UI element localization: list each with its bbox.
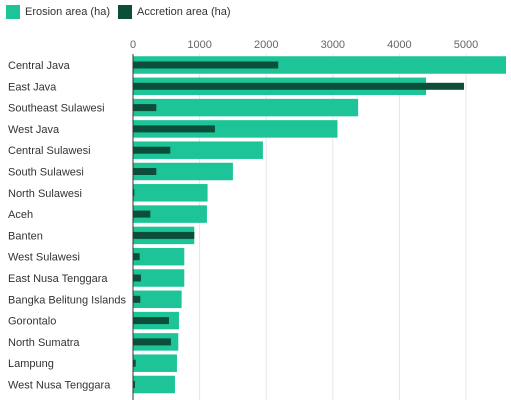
erosion-bar-south-sulawesi [133, 162, 233, 181]
erosion-bar-bangka-belitung-islands [133, 290, 182, 309]
accretion-bar-south-sulawesi [133, 168, 157, 175]
erosion-bar-west-sulawesi [133, 247, 185, 266]
accretion-bar-bangka-belitung-islands [133, 295, 141, 303]
accretion-bar-central-java [133, 61, 279, 69]
x-tick-label-5000: 5000 [454, 39, 478, 51]
legend-item-erosion[interactable]: Erosion area (ha) [6, 5, 110, 19]
x-tick-label-0: 0 [130, 39, 136, 51]
category-label-north-sumatra: North Sumatra [8, 337, 80, 349]
accretion-bar-central-sulawesi [133, 146, 171, 154]
legend-item-accretion[interactable]: Accretion area (ha) [118, 5, 231, 19]
accretion-bar-west-sulawesi [133, 253, 140, 261]
legend-swatch-erosion [6, 5, 20, 19]
x-tick-label-1000: 1000 [187, 39, 211, 51]
category-label-aceh: Aceh [8, 209, 33, 221]
erosion-bar-west-java [133, 120, 338, 138]
erosion-bar-north-sulawesi [133, 184, 208, 202]
erosion-bar-central-java [133, 56, 506, 74]
category-label-central-sulawesi: Central Sulawesi [8, 145, 91, 157]
accretion-bar-banten [133, 231, 195, 239]
erosion-bar-central-sulawesi [133, 141, 263, 159]
erosion-bar-west-nusa-tenggara [133, 375, 175, 394]
category-label-west-java: West Java [8, 124, 60, 136]
x-tick-label-4000: 4000 [387, 39, 411, 51]
legend-label-erosion: Erosion area (ha) [25, 6, 110, 18]
erosion-bar-southeast-sulawesi [133, 98, 359, 117]
accretion-bar-east-java [133, 82, 465, 90]
x-tick-label-3000: 3000 [321, 39, 345, 51]
category-label-banten: Banten [8, 230, 43, 242]
accretion-bar-north-sumatra [133, 338, 171, 346]
accretion-bar-west-nusa-tenggara [133, 381, 135, 388]
category-label-east-java: East Java [8, 81, 57, 93]
x-tick-label-2000: 2000 [254, 39, 278, 51]
accretion-bar-west-java [133, 125, 215, 133]
category-label-bangka-belitung-islands: Bangka Belitung Islands [8, 294, 127, 306]
erosion-bar-aceh [133, 205, 207, 223]
erosion-bar-lampung [133, 354, 177, 372]
category-label-central-java: Central Java [8, 60, 71, 72]
accretion-bar-east-nusa-tenggara [133, 274, 141, 282]
accretion-bar-lampung [133, 359, 136, 367]
legend-swatch-accretion [118, 5, 132, 19]
erosion-bar-east-nusa-tenggara [133, 269, 185, 287]
category-label-south-sulawesi: South Sulawesi [8, 167, 84, 179]
category-label-north-sulawesi: North Sulawesi [8, 188, 82, 200]
accretion-bar-north-sulawesi [133, 189, 135, 197]
accretion-bar-aceh [133, 210, 151, 218]
category-label-gorontalo: Gorontalo [8, 316, 56, 328]
legend-label-accretion: Accretion area (ha) [137, 6, 231, 18]
accretion-bar-southeast-sulawesi [133, 104, 157, 112]
category-label-southeast-sulawesi: Southeast Sulawesi [8, 103, 105, 115]
category-label-lampung: Lampung [8, 358, 54, 370]
category-label-west-nusa-tenggara: West Nusa Tenggara [8, 380, 111, 392]
category-label-west-sulawesi: West Sulawesi [8, 252, 80, 264]
category-label-east-nusa-tenggara: East Nusa Tenggara [8, 273, 108, 285]
accretion-bar-gorontalo [133, 317, 169, 325]
legend: Erosion area (ha) Accretion area (ha) [6, 4, 239, 20]
